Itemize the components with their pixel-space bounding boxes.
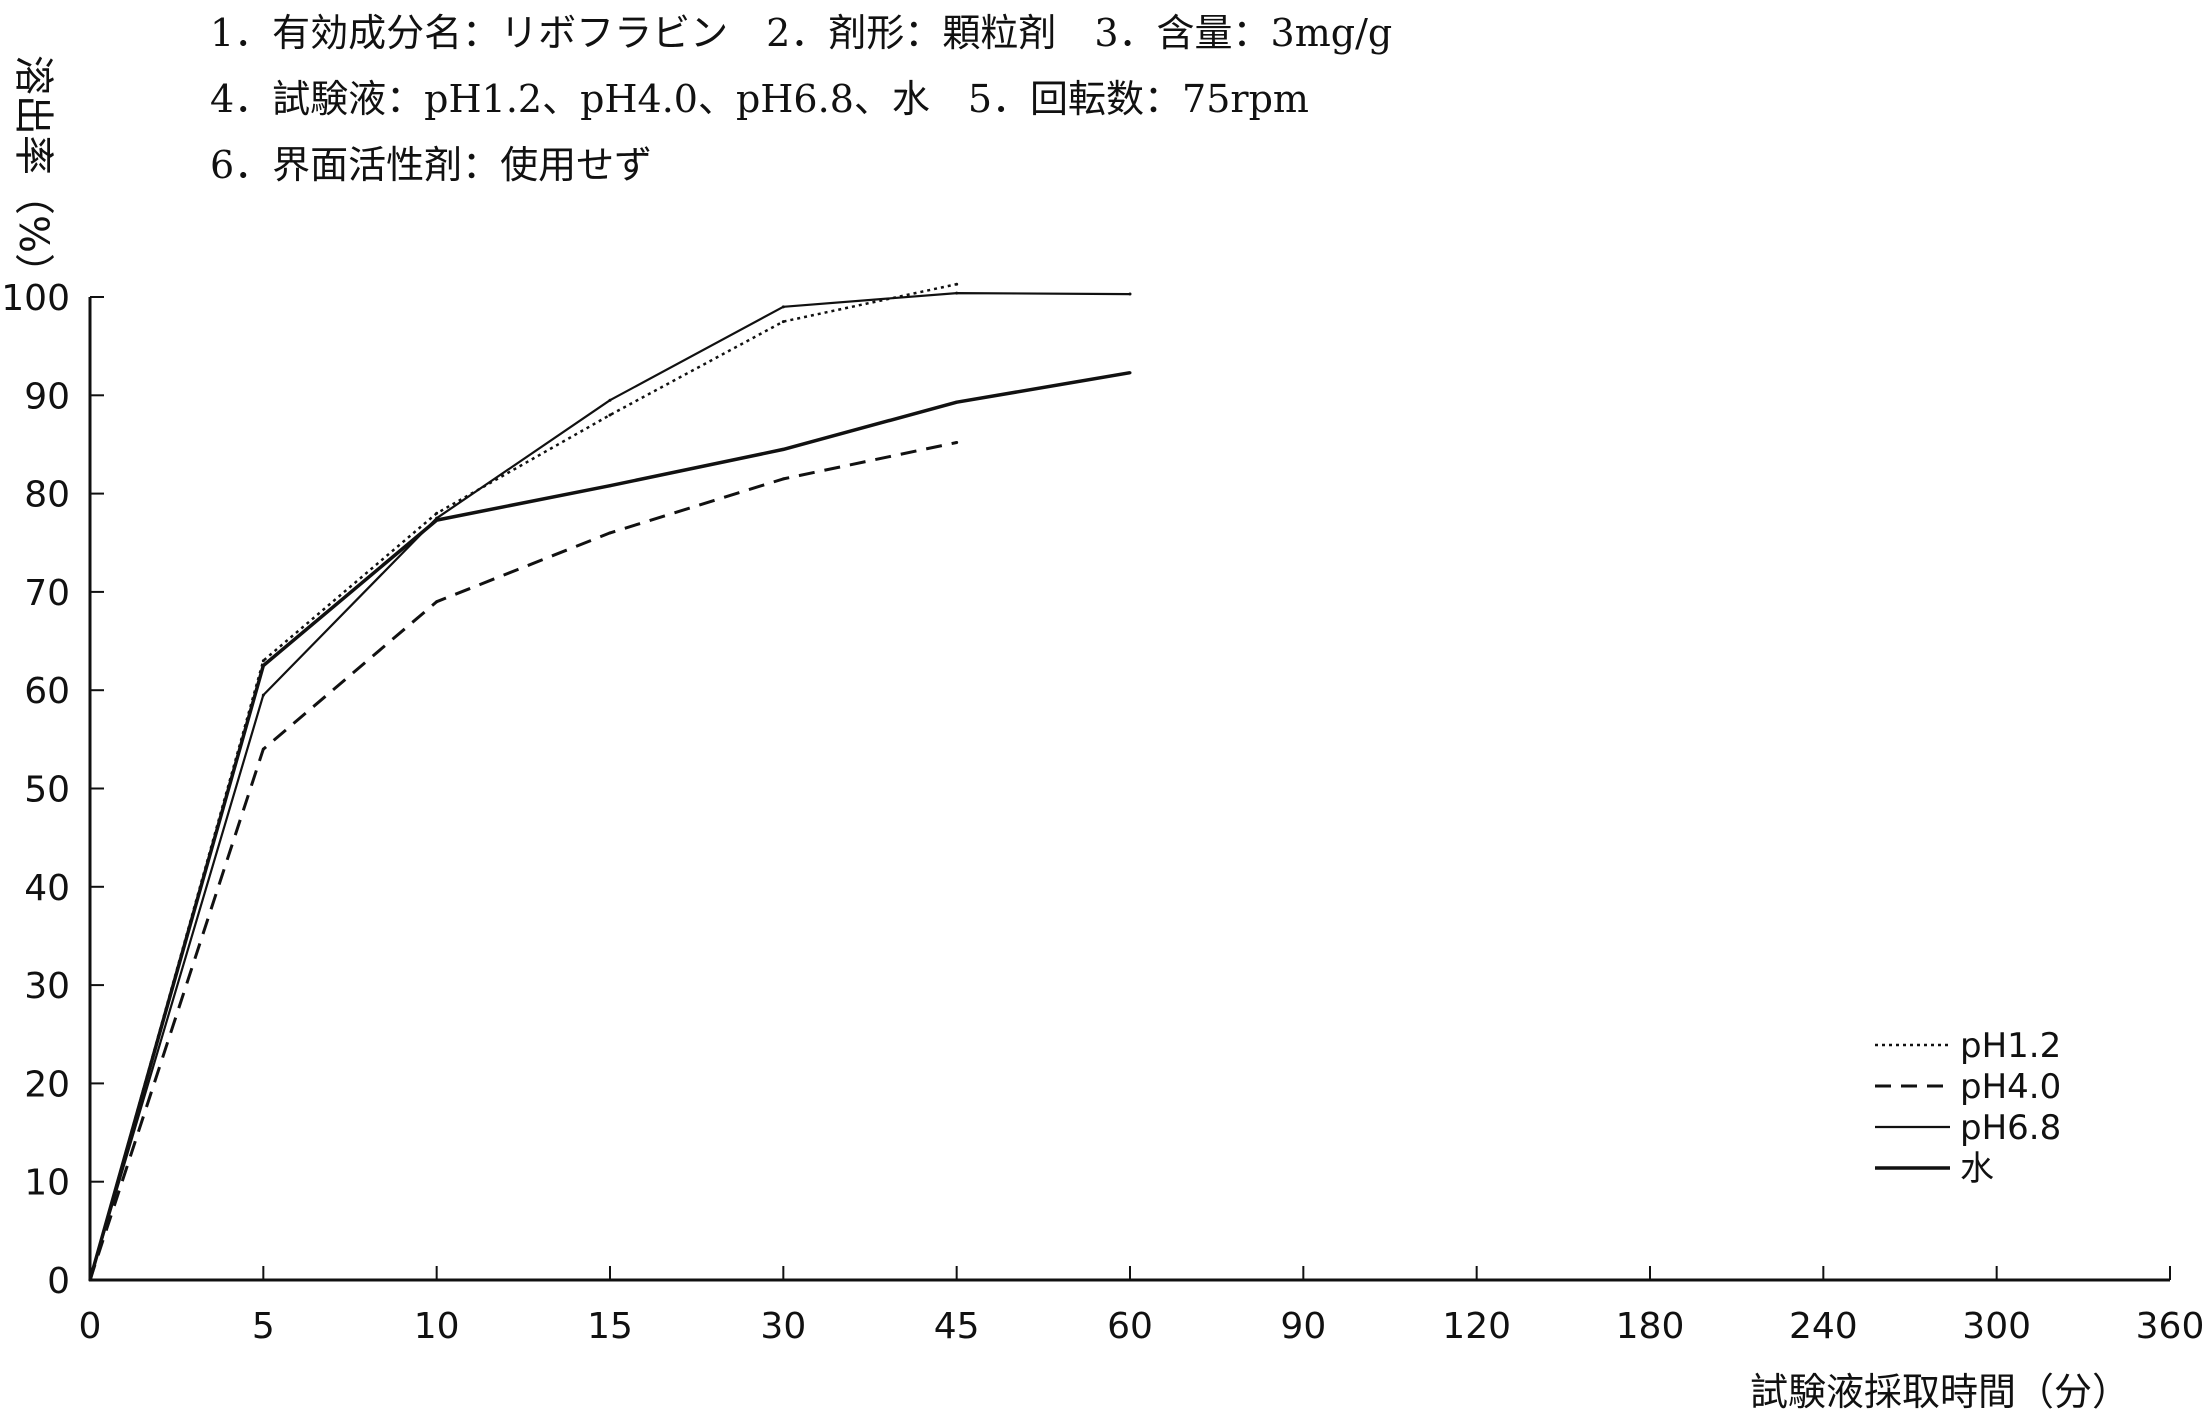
x-tick-label: 60	[1107, 1306, 1153, 1347]
x-tick-label: 180	[1616, 1306, 1685, 1347]
series-line-3	[88, 370, 1131, 1281]
series-3-point	[435, 518, 439, 522]
series-1-point	[261, 747, 265, 751]
series-3-point	[955, 400, 959, 404]
y-tick-label: 100	[1, 278, 70, 319]
y-tick-label: 20	[24, 1064, 70, 1105]
header-line-1: 1．有効成分名：リボフラビン 2．剤形：顆粒剤 3．含量：3mg/g	[210, 11, 1393, 55]
series-3-point	[781, 447, 785, 451]
legend-label: 水	[1960, 1149, 1994, 1189]
x-tick-label: 10	[414, 1306, 460, 1347]
y-tick-label: 30	[24, 966, 70, 1007]
series-2-point	[261, 693, 265, 697]
x-tick-label: 0	[79, 1306, 102, 1347]
x-tick-label: 90	[1280, 1306, 1326, 1347]
series-line-2	[88, 292, 1131, 1281]
series-0-point	[955, 282, 959, 286]
y-tick-label: 50	[24, 770, 70, 811]
y-tick-label: 70	[24, 573, 70, 614]
series-3-point	[1128, 371, 1132, 375]
legend-label: pH6.8	[1960, 1108, 2061, 1148]
y-tick-label: 80	[24, 475, 70, 516]
x-tick-label: 45	[934, 1306, 980, 1347]
header-line-3: 6．界面活性剤：使用せず	[210, 143, 653, 187]
x-tick-label: 240	[1789, 1306, 1858, 1347]
x-axis-label: 試験液採取時間（分）	[1750, 1370, 2130, 1414]
x-tick-label: 120	[1442, 1306, 1511, 1347]
x-tick-label: 30	[760, 1306, 806, 1347]
legend-label: pH4.0	[1960, 1067, 2061, 1107]
series-0-point	[261, 659, 265, 663]
x-tick-label: 360	[2136, 1306, 2204, 1347]
y-tick-label: 90	[24, 376, 70, 417]
series-2-point	[955, 291, 959, 295]
series-3-point	[608, 484, 612, 488]
axis-ticks: 0 10 20 30 40 50 60 70 80 90 100 0 5 10 15 30 45 60 90 120 1…	[1, 278, 2204, 1347]
series-0-point	[781, 320, 785, 324]
series-line-1	[88, 441, 958, 1281]
series-1-point	[955, 440, 959, 444]
y-tick-label: 40	[24, 868, 70, 909]
series-3-point	[261, 664, 265, 668]
series-1-point	[435, 600, 439, 604]
series-3-point	[88, 1278, 92, 1282]
y-tick-label: 0	[47, 1261, 70, 1302]
x-tick-label: 15	[587, 1306, 633, 1347]
y-axis-label: 溶出率（%）	[10, 55, 56, 293]
series-2-point	[1128, 292, 1132, 296]
x-tick-label: 300	[1962, 1306, 2031, 1347]
series-line-0	[88, 282, 957, 1281]
series-layer	[88, 282, 1132, 1282]
header-line-2: 4．試験液：pH1.2、pH4.0、pH6.8、水 5．回転数：75rpm	[210, 77, 1309, 121]
x-tick-label: 5	[252, 1306, 275, 1347]
legend-label: pH1.2	[1960, 1026, 2061, 1066]
series-2-point	[608, 398, 612, 402]
series-1-point	[608, 531, 612, 535]
series-1-point	[781, 477, 785, 481]
y-tick-label: 60	[24, 671, 70, 712]
series-0-point	[608, 413, 612, 417]
series-2-point	[781, 305, 785, 309]
series-0-point	[435, 511, 439, 515]
y-tick-label: 10	[24, 1163, 70, 1204]
